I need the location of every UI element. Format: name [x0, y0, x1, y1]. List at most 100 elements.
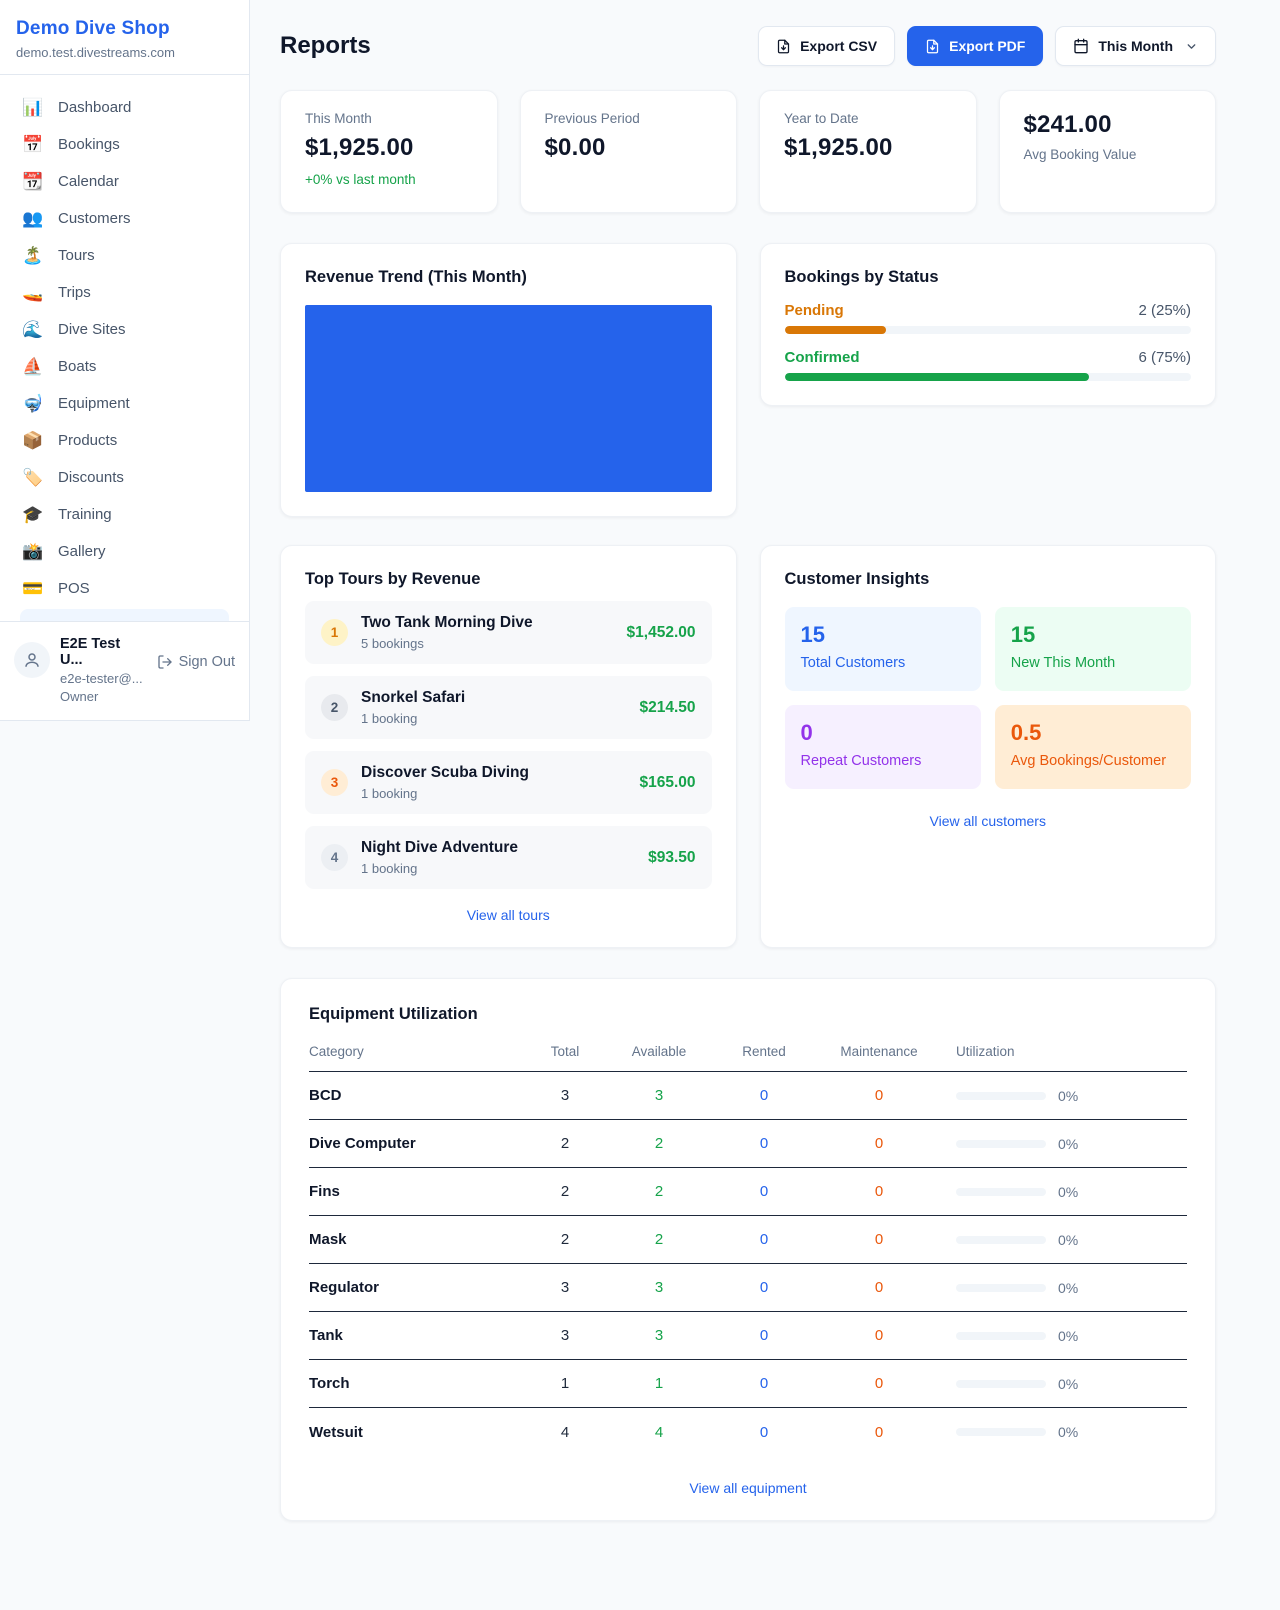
revenue-trend-title: Revenue Trend (This Month) — [305, 268, 527, 286]
equipment-total: 3 — [560, 1327, 570, 1344]
equipment-maintenance: 0 — [874, 1135, 884, 1152]
sidebar-item-discounts[interactable]: 🏷️ Discounts — [10, 459, 239, 496]
tour-amount: $1,452.00 — [626, 623, 696, 641]
sidebar-item-dashboard[interactable]: 📊 Dashboard — [10, 89, 239, 126]
sidebar-item-dive-sites[interactable]: 🌊 Dive Sites — [10, 311, 239, 348]
equipment-available: 3 — [654, 1279, 664, 1296]
sidebar-item-label: Tours — [58, 247, 95, 264]
equipment-rented: 0 — [759, 1231, 769, 1248]
shop-domain: demo.test.divestreams.com — [16, 45, 175, 60]
equipment-total: 2 — [560, 1231, 570, 1248]
insights-row: Top Tours by Revenue 1 Two Tank Morning … — [280, 545, 1216, 948]
status-progress-fill — [784, 373, 1090, 381]
table-row: BCD 3 3 0 0 0% — [309, 1072, 1187, 1120]
period-label: This Month — [1098, 38, 1173, 54]
insight-label: Avg Bookings/Customer — [1010, 753, 1167, 769]
equipment-category: Torch — [309, 1375, 350, 1392]
equipment-rented: 0 — [759, 1279, 769, 1296]
sidebar-item-label: Calendar — [58, 173, 119, 190]
tour-name: Night Dive Adventure — [361, 839, 519, 856]
status-label: Pending — [784, 302, 844, 319]
period-dropdown[interactable]: This Month — [1055, 26, 1216, 66]
sidebar-item-boats[interactable]: ⛵ Boats — [10, 348, 239, 385]
stat-cards: This Month $1,925.00 +0% vs last month P… — [280, 90, 1216, 213]
view-all-equipment-link[interactable]: View all equipment — [689, 1480, 807, 1496]
sidebar-item-label: Dashboard — [58, 99, 132, 116]
sidebar-item-label: Bookings — [58, 136, 120, 153]
table-row: Torch 1 1 0 0 0% — [309, 1360, 1187, 1408]
status-value: 6 (75%) — [1138, 349, 1191, 366]
insight-tile-avg-bookings: 0.5 Avg Bookings/Customer — [994, 705, 1191, 789]
utilization-percent: 0% — [1058, 1279, 1079, 1296]
stat-label: Avg Booking Value — [1023, 147, 1137, 162]
sidebar: Demo Dive Shop demo.test.divestreams.com… — [0, 0, 250, 721]
insight-value: 15 — [800, 622, 825, 647]
sidebar-item-trips[interactable]: 🚤 Trips — [10, 274, 239, 311]
sign-out-button[interactable]: Sign Out — [157, 654, 235, 670]
sidebar-item-tours[interactable]: 🏝️ Tours — [10, 237, 239, 274]
sidebar-item-equipment[interactable]: 🤿 Equipment — [10, 385, 239, 422]
revenue-trend-chart — [305, 305, 712, 492]
sidebar-item-pos[interactable]: 💳 POS — [10, 570, 239, 607]
sidebar-item-partial[interactable] — [20, 609, 229, 621]
shop-header: Demo Dive Shop demo.test.divestreams.com — [0, 0, 249, 75]
products-icon: 📦 — [22, 431, 44, 450]
user-role: Owner — [60, 689, 99, 704]
status-progress-track — [784, 326, 1191, 334]
status-progress-track — [784, 373, 1191, 381]
column-header: Available — [631, 1044, 687, 1059]
utilization-bar — [956, 1428, 1046, 1436]
rank-badge: 1 — [321, 619, 348, 646]
stat-card-year-to-date: Year to Date $1,925.00 — [759, 90, 977, 213]
utilization-bar — [956, 1379, 1046, 1388]
sign-out-icon — [157, 655, 172, 669]
status-label: Confirmed — [784, 349, 860, 366]
sidebar-item-calendar[interactable]: 📆 Calendar — [10, 163, 239, 200]
equipment-available: 2 — [654, 1135, 664, 1152]
insight-label: New This Month — [1010, 655, 1116, 671]
training-icon: 🎓 — [22, 505, 44, 524]
equipment-available: 1 — [654, 1375, 664, 1392]
column-header: Utilization — [956, 1044, 1015, 1059]
sidebar-item-label: Trips — [58, 284, 91, 301]
table-row: Mask 2 2 0 0 0% — [309, 1216, 1187, 1264]
utilization-percent: 0% — [1058, 1087, 1079, 1104]
stat-value: $1,925.00 — [305, 134, 414, 161]
bookings-icon: 📅 — [22, 135, 44, 154]
sidebar-item-gallery[interactable]: 📸 Gallery — [10, 533, 239, 570]
equipment-category: Fins — [309, 1183, 340, 1200]
equipment-total: 2 — [560, 1135, 570, 1152]
header-actions: Export CSV Export PDF This Month — [758, 26, 1216, 66]
discounts-icon: 🏷️ — [22, 468, 44, 487]
stat-card-avg-booking-value: $241.00 Avg Booking Value — [998, 90, 1216, 213]
view-all-tours-link[interactable]: View all tours — [466, 907, 550, 923]
status-progress-fill — [784, 326, 887, 334]
calendar-icon — [1074, 38, 1089, 54]
view-all-customers-link[interactable]: View all customers — [929, 813, 1046, 829]
export-pdf-button[interactable]: Export PDF — [907, 26, 1044, 66]
stat-value: $1,925.00 — [784, 134, 893, 161]
equipment-total: 2 — [560, 1183, 570, 1200]
sidebar-item-customers[interactable]: 👥 Customers — [10, 200, 239, 237]
stat-label: This Month — [305, 111, 372, 126]
chevron-down-icon — [1187, 43, 1196, 49]
sidebar-item-products[interactable]: 📦 Products — [10, 422, 239, 459]
status-row-confirmed: Confirmed 6 (75%) — [784, 349, 1191, 381]
user-name: E2E Test U... — [60, 636, 121, 668]
insight-tile-total-customers: 15 Total Customers — [784, 607, 981, 691]
file-download-icon — [926, 39, 939, 53]
tour-list-item: 1 Two Tank Morning Dive 5 bookings $1,45… — [305, 601, 712, 664]
equipment-category: Tank — [309, 1327, 343, 1344]
rank-badge: 3 — [321, 769, 348, 796]
rank-badge: 4 — [321, 844, 348, 871]
sidebar-item-training[interactable]: 🎓 Training — [10, 496, 239, 533]
equipment-icon: 🤿 — [22, 394, 44, 413]
tour-bookings: 1 booking — [361, 861, 418, 876]
user-meta: E2E Test U... e2e-tester@... Owner — [60, 634, 147, 704]
tour-bookings: 5 bookings — [361, 636, 424, 651]
equipment-rented: 0 — [759, 1087, 769, 1104]
page-header: Reports Export CSV Export PDF — [280, 26, 1216, 66]
equipment-total: 3 — [560, 1087, 570, 1104]
export-csv-button[interactable]: Export CSV — [758, 26, 896, 66]
sidebar-item-bookings[interactable]: 📅 Bookings — [10, 126, 239, 163]
